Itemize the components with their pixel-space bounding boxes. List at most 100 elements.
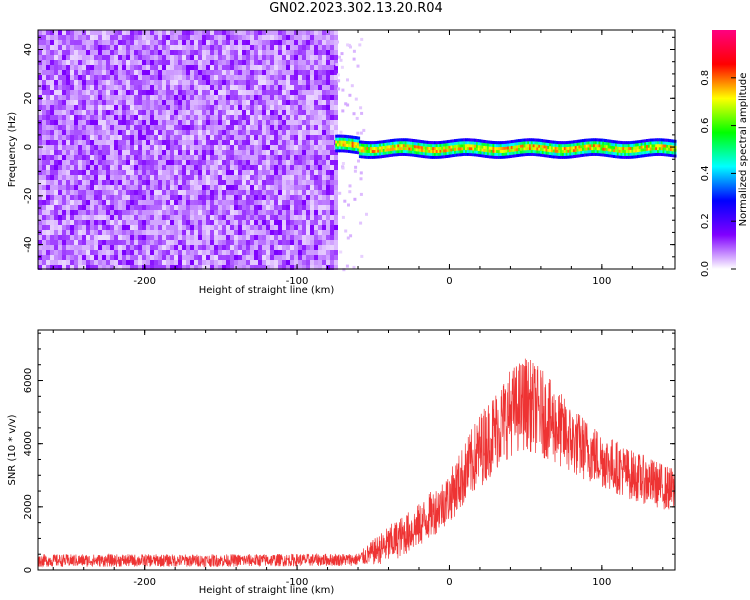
spectrogram-cell (625, 152, 629, 156)
spectrogram-cell (182, 245, 186, 250)
spectrogram-cell (567, 149, 571, 153)
spectrogram-cell (532, 144, 536, 148)
spectrogram-cell (142, 60, 146, 65)
spectrogram-cell (178, 210, 182, 215)
spectrogram-cell (206, 200, 210, 205)
spectrogram-cell (94, 150, 98, 155)
spectrogram-cell (126, 35, 130, 40)
spectrogram-cell (262, 235, 266, 240)
spectrogram-cell (42, 115, 46, 120)
spectrogram-cell (636, 140, 640, 144)
spectrogram-cell (38, 240, 42, 245)
spectrogram-cell (519, 147, 523, 151)
spectrogram-cell (150, 200, 154, 205)
spectrogram-cell (616, 143, 620, 147)
spectrogram-cell (290, 145, 294, 150)
spectrogram-cell (266, 130, 270, 135)
spectrogram-cell (106, 85, 110, 90)
spectrogram-cell (146, 120, 150, 125)
spectrogram-cell (130, 170, 134, 175)
spectrogram-cell (298, 205, 302, 210)
spectrogram-cell (404, 153, 408, 156)
spectrogram-cell (254, 260, 258, 265)
spectrogram-cell (94, 240, 98, 245)
spectrogram-cell (114, 140, 118, 145)
spectrogram-cell (142, 225, 146, 230)
spectrogram-cell (536, 150, 540, 154)
spectrogram-cell (258, 180, 262, 185)
spectrogram-cell (314, 170, 318, 175)
spectrogram-cell (54, 265, 58, 270)
spectrogram-cell (532, 138, 536, 142)
spectrogram-cell (298, 145, 302, 150)
spectrogram-cell (178, 30, 182, 35)
spectrogram-cell (422, 155, 426, 159)
spectrogram-cell (82, 220, 86, 225)
spectrogram-cell (476, 139, 479, 142)
spectrogram-cell (238, 175, 242, 180)
spectrogram-cell (114, 115, 118, 120)
spectrogram-cell (138, 35, 142, 40)
spectrogram-cell (294, 195, 298, 200)
spectrogram-cell (142, 130, 146, 135)
spectrogram-cell (58, 160, 62, 165)
spectrogram-cell (94, 95, 98, 100)
spectrogram-cell (444, 140, 448, 144)
spectrogram-cell (186, 240, 190, 245)
spectrogram-cell (186, 90, 190, 95)
spectrogram-cell (278, 135, 282, 140)
spectrogram-cell (339, 250, 343, 254)
spectrogram-cell (326, 110, 330, 115)
spectrogram-cell (230, 35, 234, 40)
spectrogram-cell (210, 160, 214, 165)
spectrogram-cell (644, 139, 648, 143)
spectrogram-cell (556, 149, 560, 153)
spectrogram-cell (230, 80, 234, 85)
spectrogram-cell (90, 260, 94, 265)
spectrogram-cell (106, 135, 110, 140)
spectrogram-cell (202, 200, 206, 205)
spectrogram-cell (78, 205, 82, 210)
spectrogram-cell (186, 95, 190, 100)
spectrogram-cell (202, 35, 206, 40)
spectrogram-cell (242, 135, 246, 140)
spectrogram-cell (218, 225, 222, 230)
spectrogram-cell (314, 185, 318, 190)
spectrogram-cell (238, 165, 242, 170)
spectrogram-cell (94, 40, 98, 45)
spectrogram-cell (58, 90, 62, 95)
spectrogram-cell (182, 115, 186, 120)
spectrogram-cell (170, 140, 174, 145)
spectrogram-cell (58, 30, 62, 35)
spectrogram-cell (262, 110, 266, 115)
spectrogram-cell (86, 155, 90, 160)
spectrogram-cell (368, 150, 372, 153)
spectrogram-cell (42, 60, 46, 65)
spectrogram-cell (138, 115, 142, 120)
spectrogram-cell (258, 55, 262, 60)
spectrogram-cell (552, 140, 556, 144)
spectrogram-cell (334, 35, 338, 40)
spectrogram-cell (58, 210, 62, 215)
spectrogram-cell (218, 260, 222, 265)
spectrogram-cell (58, 180, 62, 185)
spectrogram-cell (270, 225, 274, 230)
spectrogram-cell (238, 85, 242, 90)
spectrogram-cell (50, 180, 54, 185)
spectrogram-cell (98, 120, 102, 125)
spectrogram-cell (158, 110, 162, 115)
spectrogram-cell (122, 90, 126, 95)
spectrogram-cell (262, 135, 266, 140)
spectrogram-cell (210, 80, 214, 85)
spectrogram-cell (126, 235, 130, 240)
spectrogram-cell (66, 230, 70, 235)
spectrogram-cell (242, 60, 246, 65)
spectrogram-cell (146, 170, 150, 175)
spectrogram-cell (298, 175, 302, 180)
spectrogram-cell (82, 65, 86, 70)
spectrogram-cell (419, 142, 423, 146)
spectrogram-cell (62, 225, 66, 230)
spectrogram-cell (585, 147, 589, 151)
spectrogram-cell (560, 152, 564, 156)
spectrogram-cell (351, 147, 355, 151)
